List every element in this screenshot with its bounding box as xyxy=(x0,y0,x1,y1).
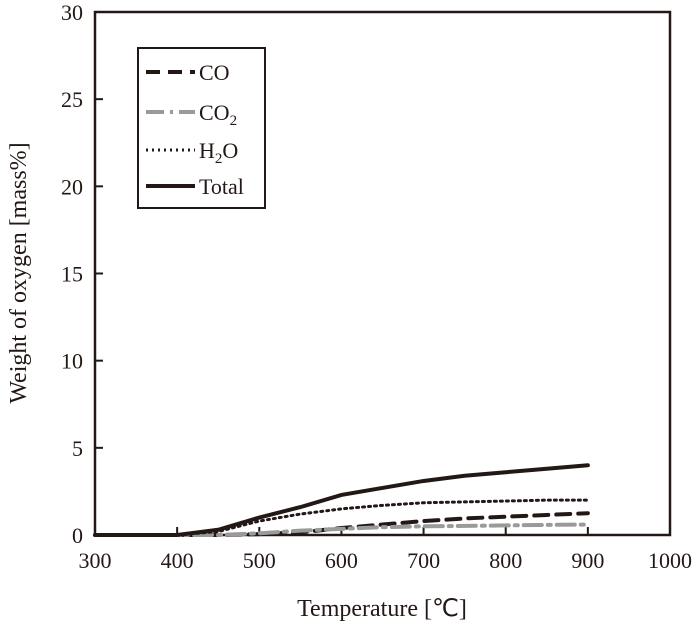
legend-label-co: CO xyxy=(199,60,230,85)
x-tick-label: 300 xyxy=(79,548,112,573)
series-line-total xyxy=(93,463,590,537)
legend-box xyxy=(137,47,266,209)
legend: CO CO2 H2O Total xyxy=(137,47,266,209)
y-tick-label: 25 xyxy=(61,87,83,112)
y-tick-label: 30 xyxy=(61,0,83,25)
legend-label-h2o: H2O xyxy=(199,138,238,167)
x-tick-label: 700 xyxy=(407,548,440,573)
x-tick-label: 1000 xyxy=(648,548,692,573)
x-axis-label: Temperature [℃] xyxy=(297,596,467,622)
x-tick-label: 400 xyxy=(161,548,194,573)
x-tick-label: 800 xyxy=(489,548,522,573)
series-line-h2o xyxy=(93,498,590,537)
legend-label-total: Total xyxy=(199,174,244,199)
y-tick-label: 0 xyxy=(72,523,83,548)
legend-label-co2: CO2 xyxy=(199,100,237,129)
y-axis-label: Weight of oxygen [mass%] xyxy=(6,142,32,403)
y-tick-label: 20 xyxy=(61,174,83,199)
x-tick-label: 500 xyxy=(243,548,276,573)
y-tick-label: 10 xyxy=(61,349,83,374)
y-tick-label: 5 xyxy=(72,436,83,461)
x-tick-label: 900 xyxy=(571,548,604,573)
x-tick-label: 600 xyxy=(325,548,358,573)
y-tick-label: 15 xyxy=(61,262,83,287)
